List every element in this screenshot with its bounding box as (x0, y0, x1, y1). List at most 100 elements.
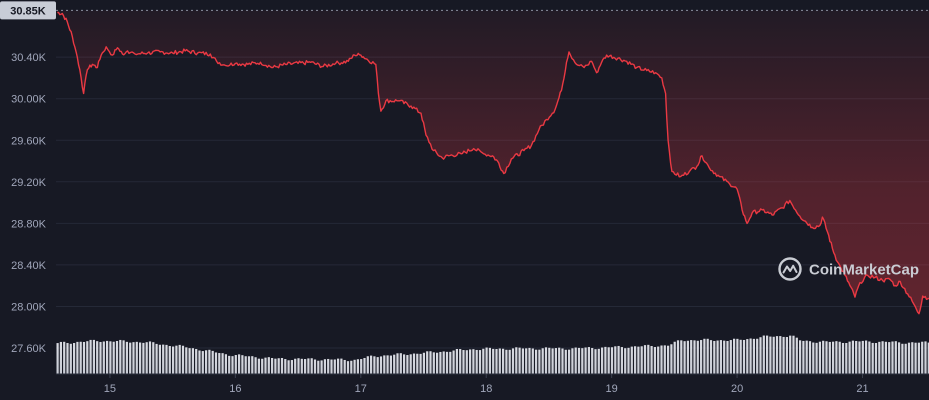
volume-bar (310, 358, 313, 374)
volume-bar (333, 359, 336, 374)
volume-bar (643, 345, 647, 374)
volume-bar (591, 347, 594, 374)
volume-bar (719, 340, 722, 374)
volume-bar (726, 341, 729, 374)
volume-bar (782, 336, 785, 374)
volume-bar (700, 340, 703, 374)
volume-bar (835, 341, 838, 374)
volume-bar (168, 346, 171, 374)
volume-bar (508, 349, 511, 374)
volume-bar (742, 339, 746, 374)
volume-bar (907, 342, 911, 374)
volume-bar (389, 355, 392, 374)
x-tick-label: 18 (480, 383, 492, 395)
volume-bar (630, 346, 633, 374)
volume-bar (736, 338, 739, 374)
volume-bar (485, 347, 488, 374)
volume-bar (511, 348, 515, 374)
volume-bar (63, 341, 66, 374)
volume-bar (624, 348, 627, 374)
volume-bar (277, 358, 280, 374)
volume-bar (802, 340, 805, 374)
volume-bar (218, 353, 221, 374)
volume-bar (650, 345, 653, 374)
volume-bar (320, 360, 323, 374)
volume-bar (478, 350, 482, 374)
watermark-text: CoinMarketCap (809, 262, 919, 279)
volume-bar (214, 352, 218, 374)
volume-bar (558, 347, 561, 374)
volume-bar (297, 358, 300, 374)
volume-bar (762, 335, 765, 374)
volume-bar (465, 350, 468, 374)
volume-bar (868, 341, 871, 374)
volume-bar (379, 356, 383, 374)
volume-bar (442, 351, 445, 374)
volume-bar (89, 339, 92, 374)
volume-bar (422, 352, 425, 374)
volume-bar (769, 336, 772, 374)
volume-bar (795, 337, 798, 374)
volume-bar (696, 340, 699, 374)
volume-bar (274, 358, 277, 374)
volume-bar (287, 360, 290, 374)
volume-bar (525, 348, 528, 374)
volume-bar (198, 350, 201, 374)
volume-bar (620, 347, 623, 374)
volume-bar (69, 343, 72, 374)
y-tick-label: 29.60K (11, 135, 47, 147)
volume-bar (221, 353, 224, 374)
x-tick-label: 19 (606, 383, 618, 395)
volume-bar (201, 351, 204, 374)
volume-bar (346, 361, 350, 374)
volume-bar (350, 360, 353, 374)
volume-bar (676, 340, 680, 374)
volume-bar (66, 343, 69, 374)
volume-bar (106, 340, 109, 374)
volume-bar (881, 341, 884, 374)
volume-bar (366, 356, 369, 374)
volume-bar (647, 344, 650, 374)
volume-bar (561, 348, 564, 374)
volume-bar (165, 344, 168, 374)
volume-bar (865, 340, 868, 374)
volume-bar (386, 355, 389, 374)
volume-bar (917, 342, 920, 374)
volume-bar (472, 349, 475, 374)
volume-bar (432, 352, 435, 374)
volume-bar (564, 349, 567, 374)
volume-bar (122, 340, 125, 374)
volume-bar (323, 359, 326, 374)
volume-bar (637, 346, 640, 374)
volume-bar (96, 341, 99, 374)
volume-bar (858, 341, 861, 374)
volume-bar (657, 346, 660, 374)
volume-bar (445, 351, 449, 374)
price-line[interactable] (57, 11, 929, 315)
volume-bar (686, 340, 689, 374)
volume-bar (838, 341, 841, 374)
x-tick-label: 15 (104, 383, 116, 395)
volume-bar (841, 342, 845, 374)
x-tick-label: 16 (229, 383, 241, 395)
volume-bar (280, 357, 284, 374)
volume-bar (307, 358, 310, 374)
volume-bar (195, 348, 198, 374)
volume-bar (515, 347, 518, 374)
y-tick-label: 29.20K (11, 177, 47, 189)
volume-bar (73, 343, 76, 374)
volume-bar (805, 340, 808, 374)
volume-bar (452, 350, 455, 374)
volume-bar (746, 339, 749, 374)
volume-bar (584, 347, 587, 374)
volume-bar (851, 340, 854, 374)
volume-bar (205, 350, 208, 374)
volume-bar (904, 343, 907, 374)
volume-bar (396, 353, 399, 374)
volume-bar (238, 354, 241, 374)
volume-bar (449, 351, 452, 374)
volume-bar (251, 356, 254, 374)
volume-bar (766, 335, 769, 374)
